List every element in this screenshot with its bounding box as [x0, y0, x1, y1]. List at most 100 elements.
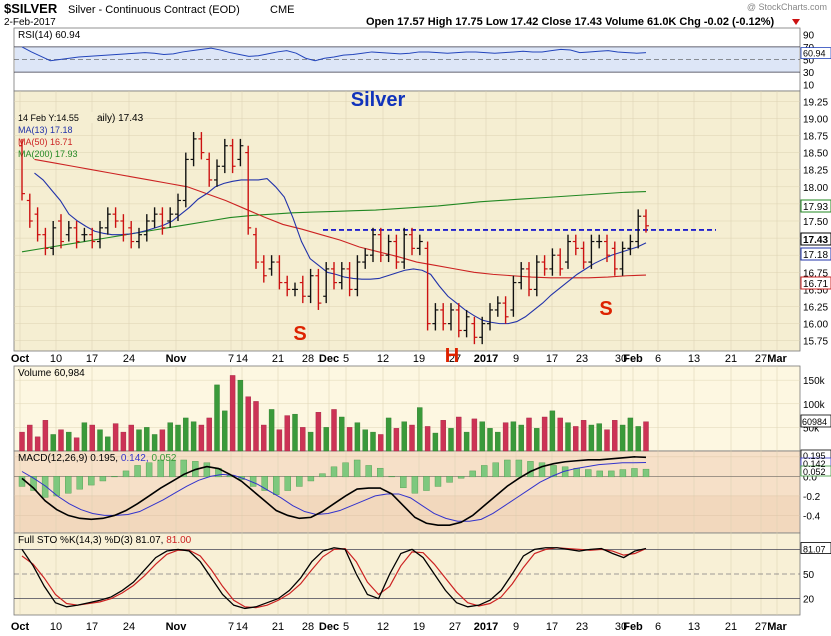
- x-tick-label: 9: [513, 353, 519, 365]
- macd-histogram-bar: [319, 473, 326, 478]
- volume-bar: [136, 429, 142, 452]
- volume-tick-label: 100k: [803, 400, 826, 411]
- volume-bar: [495, 431, 501, 452]
- volume-bar: [66, 431, 72, 452]
- x-tick-label: 27: [449, 353, 461, 365]
- macd-histogram-bar: [573, 467, 580, 478]
- sto-d-line: [21, 547, 647, 609]
- sto-k-line: [21, 547, 647, 610]
- volume-bar: [292, 413, 298, 452]
- watermark: @ StockCharts.com: [747, 2, 827, 12]
- rsi-label: RSI(14) 60.94: [18, 30, 81, 41]
- x-tick-label: 13: [688, 621, 700, 633]
- x-tick-label: 10: [50, 353, 62, 365]
- macd-histogram-bar: [619, 469, 627, 478]
- close-price-tag-text: 17.43: [803, 235, 828, 246]
- x-tick-label: Oct: [11, 353, 30, 365]
- volume-bar: [144, 427, 150, 452]
- macd-histogram-bar: [122, 470, 130, 478]
- volume-bar: [479, 421, 485, 452]
- macd-histogram-bar: [365, 465, 372, 478]
- volume-tick-label: 150k: [803, 376, 826, 387]
- x-tick-label: Dec: [319, 621, 339, 633]
- ma50-line: [34, 158, 647, 279]
- macd-tag-text: 0.195: [803, 451, 826, 461]
- rsi-tick-label: 90: [803, 30, 815, 41]
- volume-bar: [190, 421, 197, 452]
- x-tick-label: 21: [272, 353, 284, 365]
- macd-histogram-bar: [596, 470, 603, 478]
- x-tick-label: 17: [546, 353, 558, 365]
- volume-bar: [401, 421, 407, 452]
- x-tick-label: 23: [576, 353, 588, 365]
- down-arrow-icon: [792, 19, 800, 25]
- x-tick-label: 5: [343, 353, 349, 365]
- price-tick-label: 16.75: [803, 268, 828, 279]
- volume-bar: [541, 416, 548, 452]
- x-tick-label: Nov: [166, 621, 188, 633]
- macd-histogram-bar: [515, 459, 523, 478]
- volume-bar: [42, 420, 49, 452]
- x-tick-label: 5: [343, 621, 349, 633]
- volume-bar: [557, 417, 563, 452]
- macd-tag-text: 0.142: [803, 459, 826, 469]
- volume-bar: [526, 417, 532, 452]
- volume-bar: [487, 428, 493, 452]
- macd-histogram-bar: [296, 476, 303, 487]
- macd-histogram-bar: [527, 461, 534, 478]
- price-tick-label: 18.75: [803, 131, 828, 142]
- volume-bar: [315, 412, 322, 452]
- volume-bar: [73, 437, 80, 452]
- volume-bar: [331, 409, 337, 452]
- macd-histogram-bar: [377, 467, 384, 478]
- x-tick-label: 2017: [474, 621, 498, 633]
- volume-bar: [159, 429, 166, 452]
- sto-value-text: 81.07: [803, 545, 826, 555]
- x-tick-label: 27: [755, 353, 767, 365]
- sto-value-tag: [800, 542, 831, 554]
- x-tick-label: 17: [86, 621, 98, 633]
- x-tick-label: 17: [546, 621, 558, 633]
- macd-signal-line: [21, 462, 647, 522]
- volume-bar: [151, 434, 158, 452]
- volume-bar: [19, 431, 25, 452]
- price-tick-label: 18.25: [803, 166, 828, 177]
- price-tick-label: 16.00: [803, 320, 828, 331]
- volume-bar: [120, 431, 127, 452]
- x-tick-label: 27: [755, 621, 767, 633]
- rsi-tick-label: 30: [803, 68, 815, 79]
- ma13-label: MA(13) 17.18: [18, 125, 73, 135]
- volume-bar: [253, 401, 259, 452]
- ohlc-readout: Open 17.57 High 17.75 Low 17.42 Close 17…: [366, 16, 775, 28]
- macd-histogram-bar: [411, 476, 419, 494]
- macd-histogram-bar: [30, 476, 37, 491]
- macd-histogram-bar: [492, 462, 499, 478]
- ma13-line: [34, 172, 647, 325]
- volume-bar: [354, 422, 361, 452]
- left-shoulder-label: S: [293, 323, 306, 345]
- volume-bar: [245, 396, 251, 452]
- volume-bar: [643, 421, 649, 452]
- x-tick-label: 10: [50, 621, 62, 633]
- x-tick-label: 19: [413, 353, 425, 365]
- volume-bar: [206, 417, 212, 452]
- macd-histogram-bar: [330, 466, 338, 478]
- volume-bar: [385, 417, 392, 452]
- x-tick-label: 12: [377, 353, 389, 365]
- volume-bar: [370, 431, 376, 452]
- volume-bar: [417, 407, 423, 452]
- head-label: H: [445, 345, 459, 367]
- rsi-line: [21, 46, 647, 62]
- macd-histogram-bar: [538, 462, 546, 478]
- macd-histogram-bar: [642, 468, 650, 478]
- volume-bar: [214, 384, 220, 452]
- sto-tick-label: 50: [803, 570, 815, 581]
- volume-bar: [105, 436, 111, 452]
- macd-histogram-bar: [585, 469, 592, 478]
- right-shoulder-label: S: [599, 298, 612, 320]
- x-tick-label: Nov: [166, 353, 188, 365]
- volume-bar: [393, 428, 400, 452]
- macd-histogram-bar: [342, 462, 349, 478]
- price-tick-label: 16.50: [803, 285, 828, 296]
- rsi-value-text: 60.94: [803, 49, 826, 59]
